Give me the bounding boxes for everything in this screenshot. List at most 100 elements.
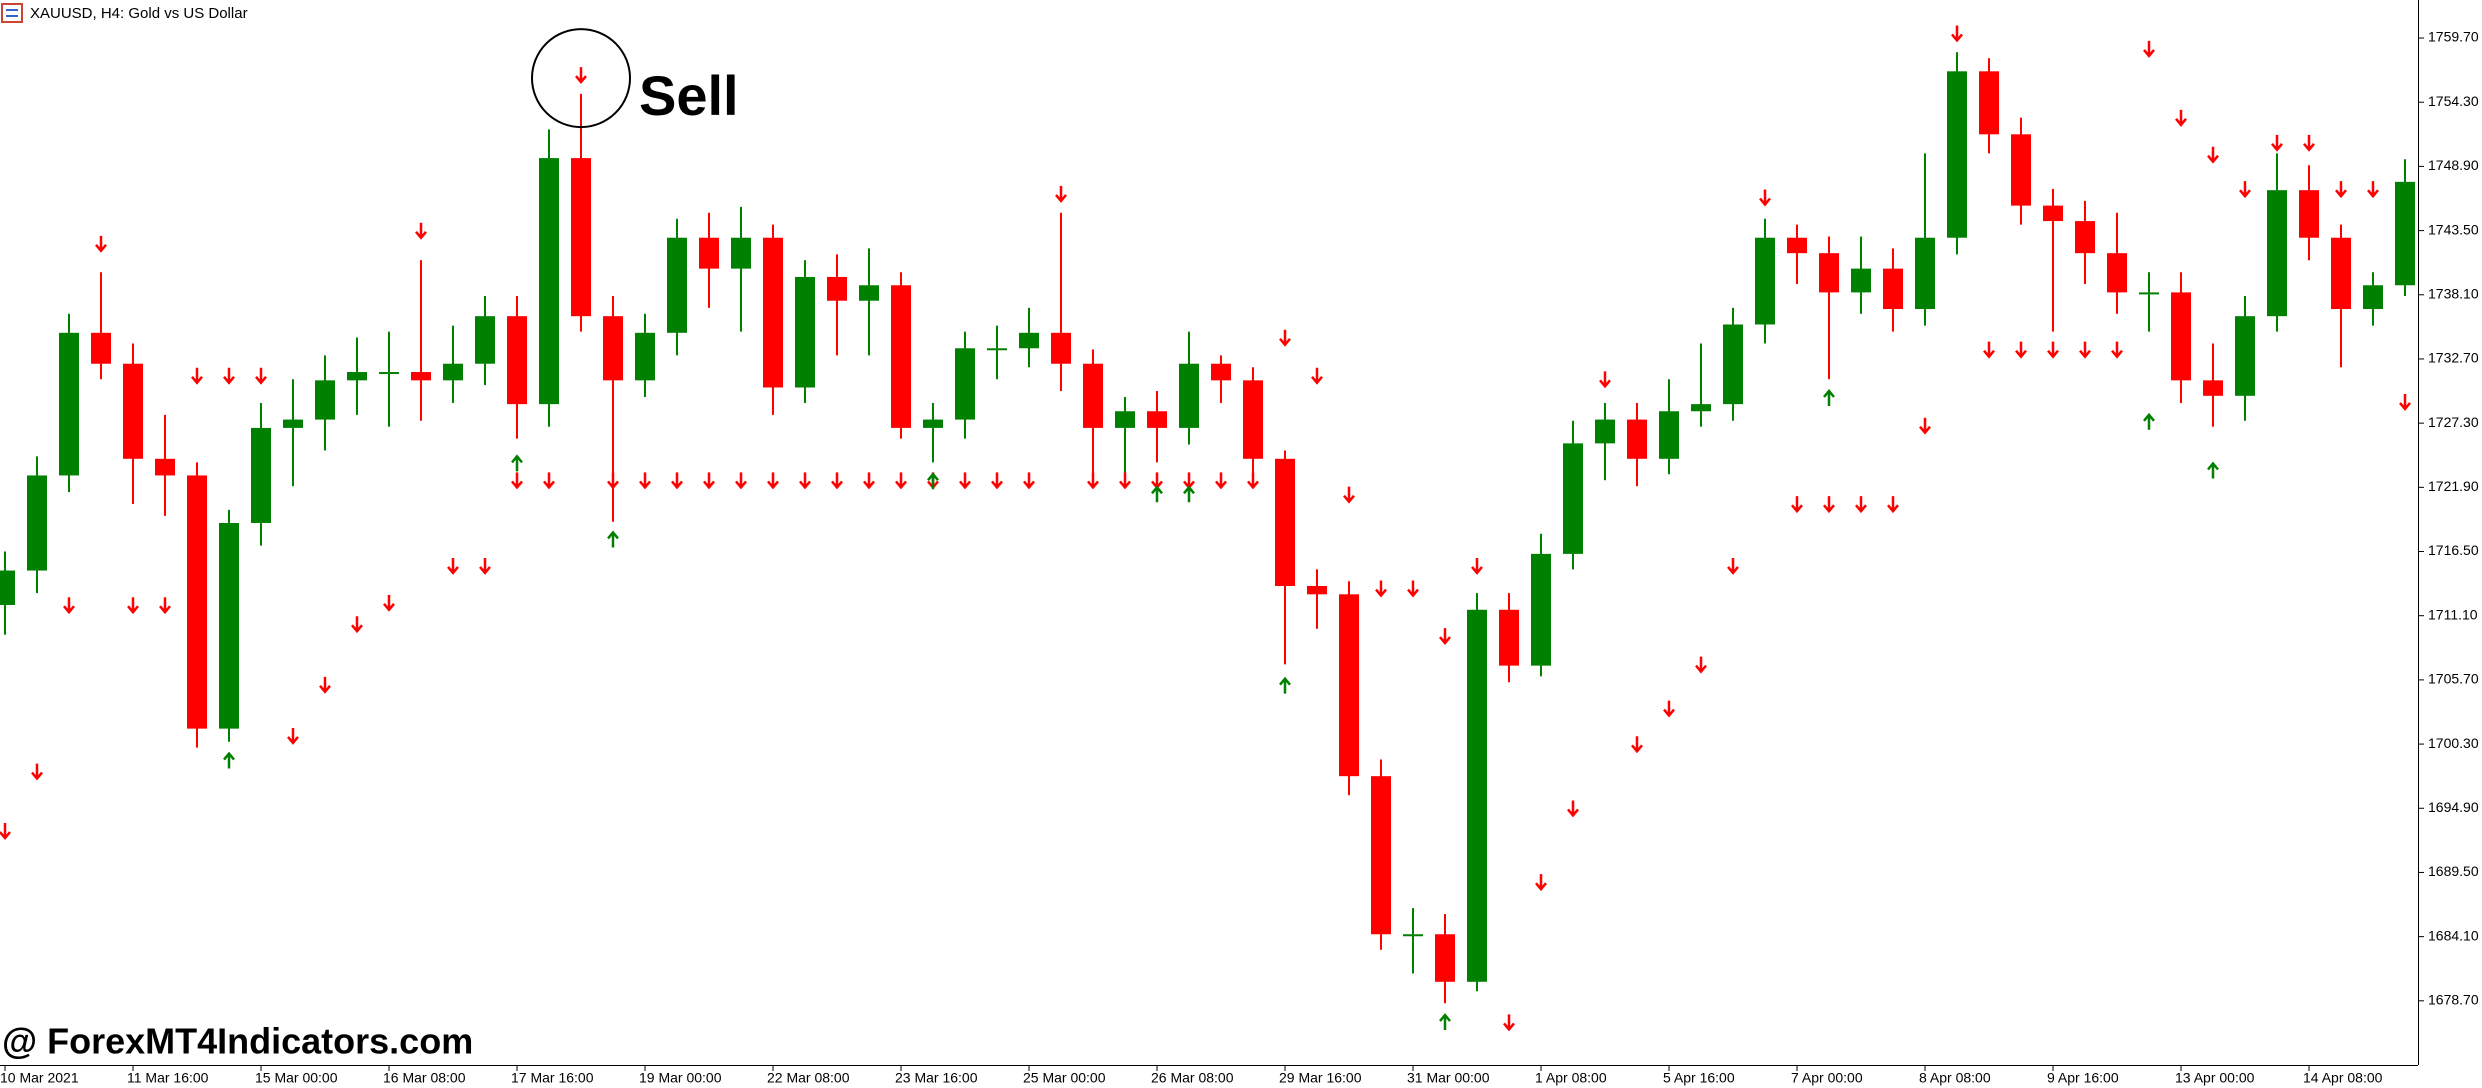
x-tick-label: 8 Apr 08:00 (1919, 1070, 1991, 1086)
sell-arrow (2367, 181, 2379, 199)
candle-body (155, 458, 175, 476)
candle-body (571, 158, 591, 317)
sell-arrow (1471, 557, 1483, 575)
sell-arrow (1247, 472, 1259, 490)
sell-arrow (1439, 628, 1451, 646)
candle-body (1467, 609, 1487, 982)
sell-arrow (127, 597, 139, 615)
sell-arrow (63, 597, 75, 615)
x-tick-label: 10 Mar 2021 (0, 1070, 79, 1086)
y-tick-label: 1748.90 (2428, 157, 2479, 173)
buy-arrow (1279, 676, 1291, 694)
candle-body (891, 285, 911, 428)
candle-body (1211, 363, 1231, 381)
sell-arrow (1119, 472, 1131, 490)
y-tick-label: 1700.30 (2428, 735, 2479, 751)
x-tick-label: 26 Mar 08:00 (1151, 1070, 1234, 1086)
sell-arrow (2015, 341, 2027, 359)
buy-arrow (2207, 461, 2219, 479)
candle-body (219, 522, 239, 729)
candle-body (827, 276, 847, 301)
x-tick-label: 7 Apr 00:00 (1791, 1070, 1863, 1086)
sell-arrow (607, 472, 619, 490)
candle-body (123, 363, 143, 459)
candle-body (1179, 363, 1199, 428)
sell-arrow (1599, 371, 1611, 389)
buy-arrow (1823, 389, 1835, 406)
candle-body (1627, 419, 1647, 459)
candle-body (1499, 609, 1519, 666)
candle-body (59, 332, 79, 476)
x-tick-label: 17 Mar 16:00 (511, 1070, 594, 1086)
candle-body (1403, 934, 1423, 937)
candle-body (2235, 316, 2255, 396)
candle-body (1435, 934, 1455, 982)
candle-body (763, 237, 783, 388)
candle-body (2075, 221, 2095, 254)
sell-arrow (831, 472, 843, 490)
sell-arrow (1407, 580, 1419, 598)
y-tick-label: 1711.10 (2428, 606, 2478, 622)
x-tick-label: 31 Mar 00:00 (1407, 1070, 1490, 1086)
sell-arrow (191, 367, 203, 385)
sell-arrow (1183, 472, 1195, 490)
y-tick-label: 1721.90 (2428, 478, 2479, 494)
sell-arrow (2399, 393, 2411, 411)
y-tick-label: 1716.50 (2428, 542, 2479, 558)
sell-arrow (1215, 472, 1227, 490)
sell-arrow (767, 472, 779, 490)
buy-arrow (223, 751, 235, 769)
candle-body (1595, 419, 1615, 444)
candle-body (1723, 324, 1743, 405)
sell-arrow (159, 597, 171, 615)
buy-arrow (511, 454, 523, 472)
sell-arrow (31, 763, 43, 781)
candle-body (2363, 285, 2383, 310)
sell-arrow (1823, 496, 1835, 514)
y-tick-label: 1689.50 (2428, 863, 2479, 879)
sell-arrow (447, 557, 459, 575)
buy-arrow (607, 530, 619, 548)
sell-arrow (1343, 486, 1355, 504)
candle-body (859, 285, 879, 301)
candle-body (315, 380, 335, 420)
sell-arrow (1887, 496, 1899, 514)
candle-body (603, 316, 623, 381)
sell-arrow (671, 472, 683, 490)
x-tick-label: 25 Mar 00:00 (1023, 1070, 1106, 1086)
candle-body (1659, 411, 1679, 459)
candle-body (2203, 380, 2223, 396)
candle-body (283, 419, 303, 428)
candle-body (1915, 237, 1935, 310)
y-tick-label: 1694.90 (2428, 799, 2479, 815)
sell-arrow (223, 367, 235, 385)
sell-arrow (2175, 109, 2187, 127)
candle-body (1115, 411, 1135, 428)
symbol-icon (1, 3, 23, 23)
candle-body (635, 332, 655, 381)
sell-arrow (1759, 189, 1771, 207)
candle-body (1787, 237, 1807, 254)
x-tick-label: 22 Mar 08:00 (767, 1070, 850, 1086)
sell-arrow (255, 367, 267, 385)
sell-arrow (1087, 472, 1099, 490)
candle-body (379, 372, 399, 375)
buy-arrow (927, 472, 939, 490)
candle-body (699, 237, 719, 269)
sell-arrow (2111, 341, 2123, 359)
y-tick-label: 1743.50 (2428, 221, 2479, 237)
sell-arrow (959, 472, 971, 490)
y-tick-label: 1738.10 (2428, 285, 2479, 301)
candle-body (987, 348, 1007, 351)
y-tick-label: 1727.30 (2428, 414, 2479, 430)
sell-arrow (1151, 472, 1163, 490)
sell-arrow (2303, 134, 2315, 152)
candle-body (187, 475, 207, 729)
sell-arrow (1919, 417, 1931, 435)
candle-body (2395, 181, 2415, 286)
candle-body (955, 348, 975, 420)
candle-body (347, 372, 367, 381)
candle-body (667, 237, 687, 333)
y-tick-label: 1732.70 (2428, 350, 2479, 366)
